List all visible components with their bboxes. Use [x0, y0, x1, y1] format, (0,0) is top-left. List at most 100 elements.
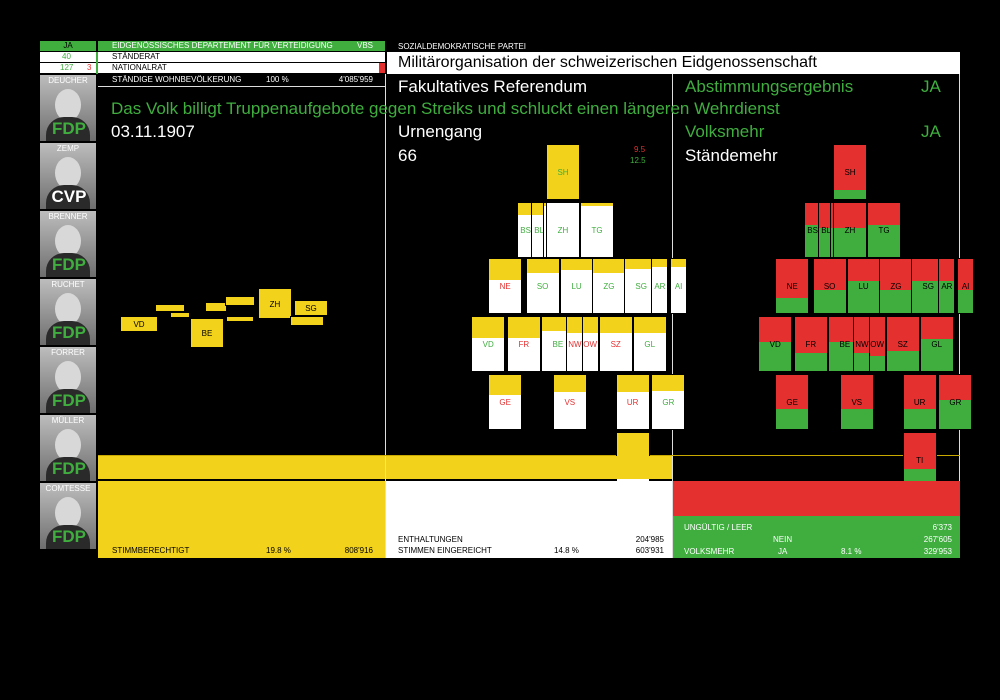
turnout-canton-ar: AR — [651, 258, 669, 314]
canton-label: ZH — [844, 226, 856, 235]
turnout-canton-sh: SH — [546, 144, 580, 200]
portrait-face — [55, 157, 81, 189]
council-row-staenderat: 40 STÄNDERAT — [40, 52, 385, 62]
header-ja-label: JA — [63, 41, 73, 50]
canton-label: GE — [786, 398, 798, 407]
headline: Das Volk billigt Truppenaufgebote gegen … — [111, 99, 780, 118]
turnout-canton-zh: ZH — [546, 202, 580, 258]
panel-divider-1 — [385, 74, 386, 558]
invalid-label: UNGÜLTIG / LEER — [684, 523, 753, 532]
canton-label: SZ — [610, 340, 621, 349]
panel3-staendemehr: Ständemehr — [685, 146, 778, 165]
volksmehr-row-label: VOLKSMEHR — [684, 547, 735, 556]
portrait-face — [55, 497, 81, 529]
eligible-value: 808'916 — [344, 546, 373, 555]
eligible-band-top — [98, 456, 385, 479]
turnout-canton-gr: GR — [651, 374, 686, 430]
result-canton-ne: NE — [775, 258, 810, 314]
nationalrat-label: NATIONALRAT — [112, 63, 167, 72]
canton-label: ZG — [603, 282, 615, 291]
result-canton-ti: TI — [902, 432, 937, 488]
canton-label: VD — [769, 340, 781, 349]
canton-label: UR — [913, 398, 926, 407]
council-row-nationalrat: 127 3 NATIONALRAT — [40, 63, 385, 73]
canton-label: TG — [591, 226, 603, 235]
panel2-subtitle: Urnengang — [398, 122, 483, 141]
portrait-name: FORRER — [51, 348, 85, 357]
portrait-müller: MÜLLER FDP — [40, 415, 96, 481]
baseline-line — [98, 455, 960, 456]
main-title-bar: Militärorganisation der schweizerischen … — [387, 52, 960, 74]
pop-bar-vd: VD — [120, 316, 158, 332]
portrait-body — [46, 389, 90, 413]
canton-label: SZ — [897, 340, 908, 349]
result-canton-ar: AR — [938, 258, 956, 314]
turnout-canton-tg: TG — [580, 202, 614, 258]
panel3-volksmehr-result: JA — [921, 122, 941, 141]
result-band-red — [673, 481, 960, 516]
panel-divider-3 — [959, 74, 960, 558]
turnout-canton-ow: OW — [581, 316, 599, 372]
panel-divider-2 — [672, 74, 673, 558]
result-canton-vs: VS — [839, 374, 874, 430]
canton-label: GR — [949, 398, 962, 407]
panel2-title: Fakultatives Referendum — [398, 77, 587, 96]
canton-label: AR — [654, 282, 666, 291]
canton-label: VD — [482, 340, 494, 349]
canton-label: SO — [536, 282, 549, 291]
volksmehr-row-value: 329'953 — [923, 547, 952, 556]
canton-label: AI — [674, 282, 683, 291]
volksmehr-row-percent: 8.1 % — [841, 547, 862, 556]
canton-label: ZG — [890, 282, 902, 291]
pop-bar-label: ZH — [269, 299, 281, 309]
result-canton-so: SO — [812, 258, 847, 314]
canton-label: TI — [916, 456, 924, 465]
portrait-name: ZEMP — [56, 144, 80, 153]
pop-bar-sg: SG — [294, 300, 328, 316]
result-band-green: UNGÜLTIG / LEER 6'373 NEIN 267'605 VOLKS… — [673, 516, 960, 558]
canton-label: SH — [844, 168, 856, 177]
portrait-party: FDP — [52, 459, 86, 478]
portrait-body — [46, 457, 90, 481]
canton-label: SG — [922, 282, 934, 291]
invalid-value: 6'373 — [932, 523, 952, 532]
canton-label: ZH — [557, 226, 569, 235]
eligible-percent: 19.8 % — [266, 546, 291, 555]
turnout-canton-vs: VS — [552, 374, 587, 430]
pop-bar-small — [170, 312, 190, 318]
result-canton-gl: GL — [919, 316, 954, 372]
portrait-face — [55, 429, 81, 461]
result-canton-ow: OW — [868, 316, 886, 372]
abstentions-value: 204'985 — [635, 535, 664, 544]
eligible-label: STIMMBERECHTIGT — [112, 546, 190, 555]
portrait-face — [55, 293, 81, 325]
portrait-party: FDP — [52, 119, 86, 138]
portrait-deucher: DEUCHER FDP — [40, 75, 96, 141]
portrait-party: FDP — [52, 527, 86, 546]
turnout-canton-zg: ZG — [591, 258, 626, 314]
portrait-ruchet: RUCHET FDP — [40, 279, 96, 345]
pop-bar-label: VD — [133, 320, 145, 329]
council-divider — [96, 52, 98, 74]
vote-date: 03.11.1907 — [111, 122, 195, 141]
pop-bar-small — [205, 302, 227, 312]
pop-bar-small — [290, 316, 324, 326]
department-code: VBS — [356, 41, 373, 50]
portrait-party: FDP — [52, 391, 86, 410]
canton-label: GL — [931, 340, 943, 349]
canton-label: BS — [807, 226, 818, 235]
panel2-number: 66 — [398, 146, 417, 165]
header-ja-box: JA — [40, 41, 96, 51]
nationalrat-indicator — [379, 63, 385, 73]
turnout-canton-ai: AI — [670, 258, 688, 314]
canton-label: BL — [534, 226, 545, 235]
canton-label: BE — [839, 340, 851, 349]
portrait-party: FDP — [52, 323, 86, 342]
turnout-canton-vd: VD — [471, 316, 506, 372]
pop-bar-be: BE — [190, 318, 224, 348]
pop-bar-small — [226, 316, 254, 322]
canton-label: GR — [662, 398, 675, 407]
submitted-percent: 14.8 % — [554, 546, 579, 555]
canton-label: NW — [568, 340, 582, 349]
eligible-band: STIMMBERECHTIGT 19.8 % 808'916 — [98, 481, 385, 558]
